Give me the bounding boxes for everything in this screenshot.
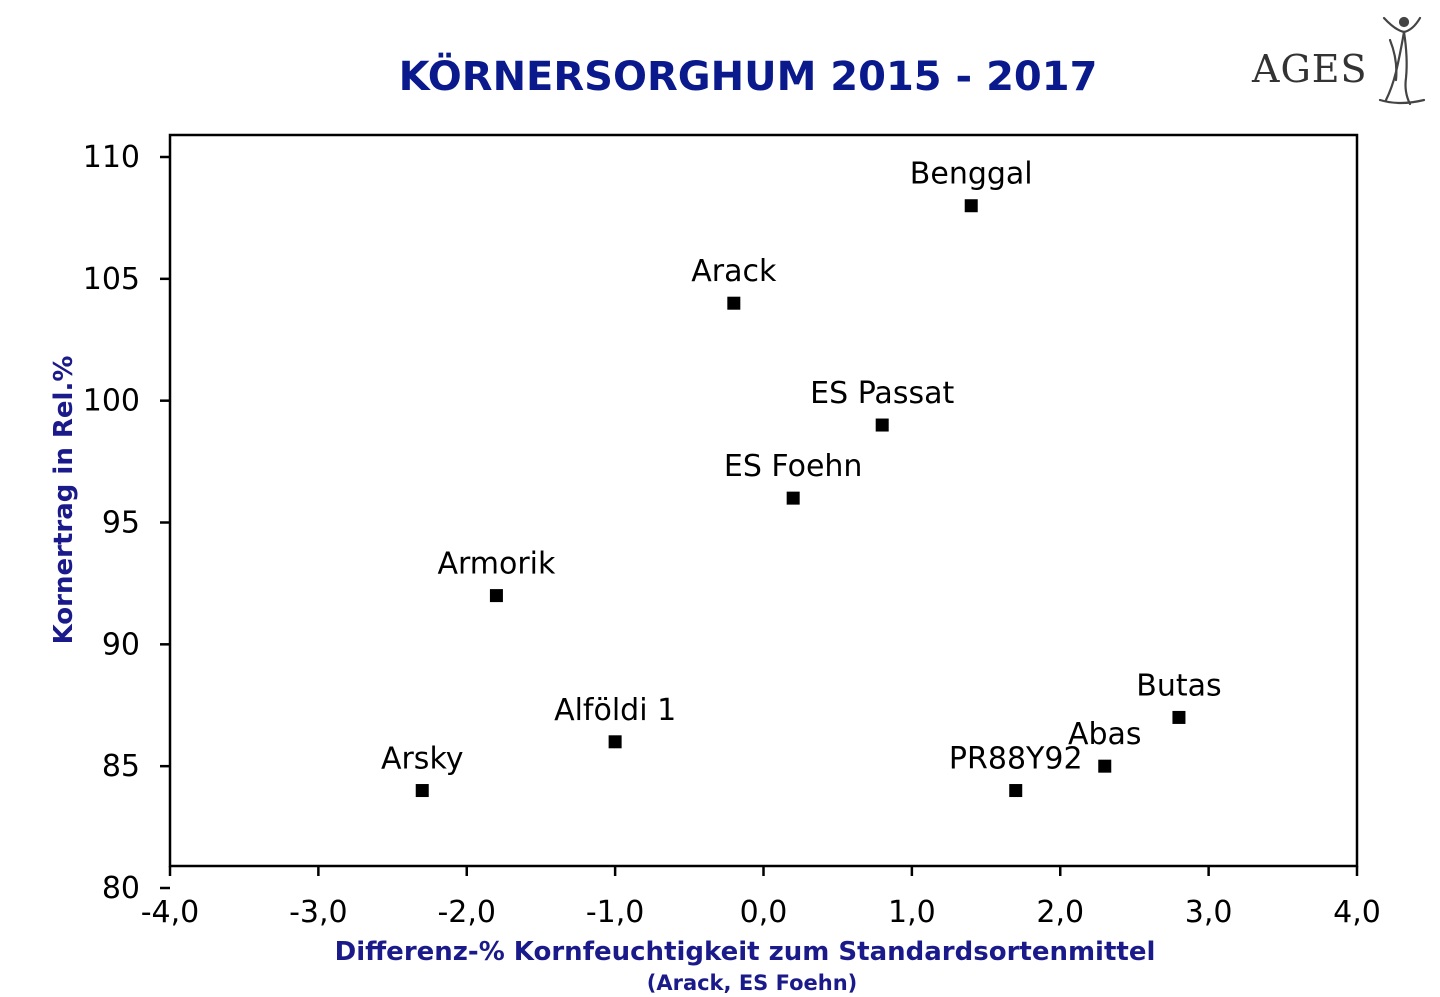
x-axis-title: Differenz-% Kornfeuchtigkeit zum Standar… — [335, 937, 1156, 967]
x-tick-label: -2,0 — [437, 895, 496, 930]
x-tick-label: 4,0 — [1333, 895, 1381, 930]
x-tick-label: 0,0 — [740, 895, 788, 930]
x-tick-label: -3,0 — [289, 895, 348, 930]
data-point — [1172, 710, 1186, 724]
x-tick-label: 3,0 — [1185, 895, 1233, 930]
y-tick-label: 110 — [83, 140, 140, 175]
data-point-label: ES Passat — [810, 376, 954, 411]
data-point — [415, 784, 429, 798]
data-point-label: Benggal — [910, 157, 1033, 192]
x-tick-label: 1,0 — [888, 895, 936, 930]
data-point — [875, 418, 889, 432]
data-point — [727, 296, 741, 310]
data-point — [1098, 759, 1112, 773]
data-points: Benggal Arack ES Passat ES Foehn Armorik Buta… — [381, 157, 1222, 798]
plot-area-frame — [168, 133, 1359, 868]
y-tick-label: 95 — [102, 506, 140, 541]
data-point-label: Armorik — [437, 547, 556, 582]
x-axis-subtitle: (Arack, ES Foehn) — [647, 971, 858, 995]
y-axis-title: Kornertrag in Rel.% — [49, 356, 79, 645]
data-point-label: Butas — [1136, 668, 1221, 703]
data-point-label: PR88Y92 — [949, 742, 1083, 777]
data-point-label: Arsky — [381, 742, 464, 777]
ages-logo: AGES — [1251, 16, 1426, 106]
x-tick-label: 2,0 — [1036, 895, 1084, 930]
data-point-label: Alföldi 1 — [554, 693, 676, 728]
data-point-label: Arack — [691, 254, 777, 289]
data-point — [1009, 784, 1023, 798]
y-tick-label: 105 — [83, 262, 140, 297]
data-point-label: ES Foehn — [724, 449, 863, 484]
data-point — [489, 589, 503, 603]
logo-text: AGES — [1251, 47, 1368, 91]
data-point — [608, 735, 622, 749]
chart-title: KÖRNERSORGHUM 2015 - 2017 — [399, 52, 1098, 100]
data-point — [786, 491, 800, 505]
y-tick-label: 90 — [102, 627, 140, 662]
y-tick-label: 100 — [83, 384, 140, 419]
x-axis: -4,0 -3,0 -2,0 -1,0 0,0 1,0 2,0 3,0 4,0 — [141, 866, 1381, 930]
x-tick-label: -4,0 — [141, 895, 200, 930]
x-tick-label: -1,0 — [586, 895, 645, 930]
y-tick-label: 85 — [102, 749, 140, 784]
data-point-label: Abas — [1068, 717, 1142, 752]
data-point — [964, 199, 978, 213]
y-axis: 80 85 90 95 100 105 110 — [83, 140, 170, 906]
y-tick-label: 80 — [102, 871, 140, 906]
figure-logo-icon — [1378, 16, 1426, 106]
